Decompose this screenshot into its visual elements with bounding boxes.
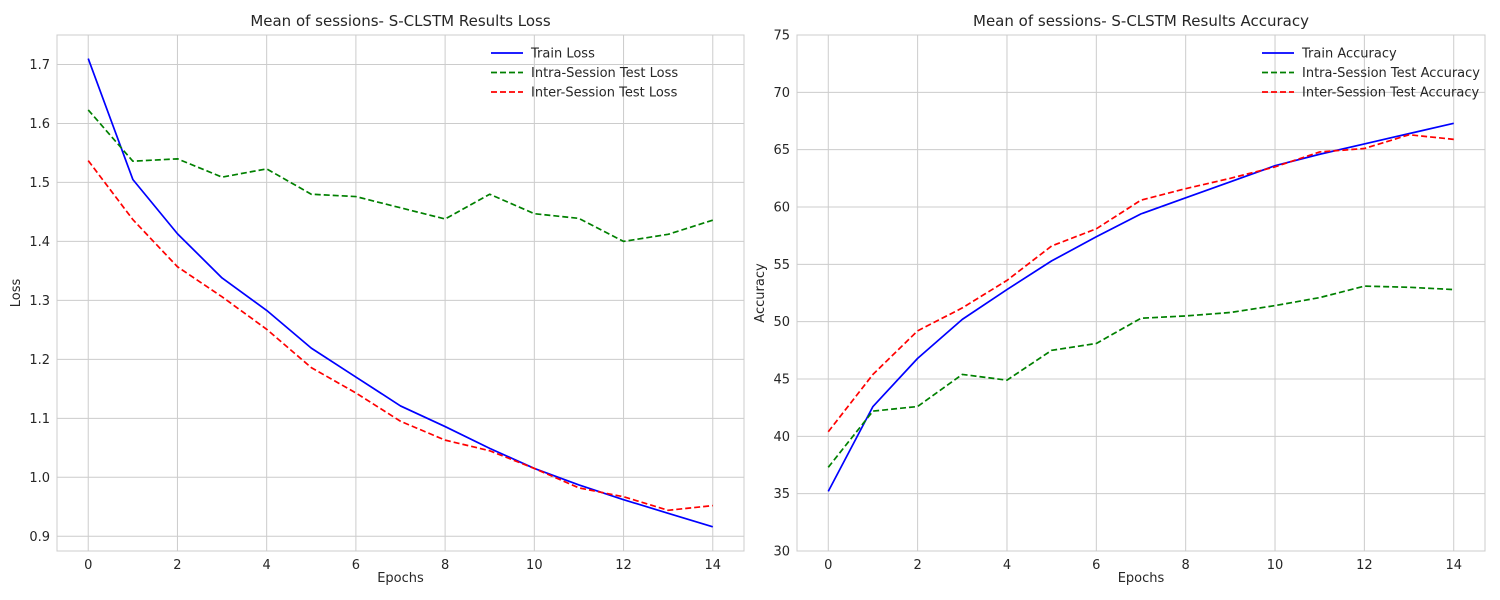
legend: Train Loss Intra-Session Test Loss Inter-S… (491, 47, 678, 101)
y-tick-label: 65 (773, 143, 790, 158)
series-line-1 (827, 122, 1454, 492)
chart-panel-1: 0 2 4 6 8 10 12 14 0.9 1.0 1.1 1.2 1.3 1.4 1.5 1.6 1.7 Me… (9, 12, 745, 586)
legend-label: Intra-Session Test Accuracy (1302, 66, 1480, 81)
y-tick-label: 45 (773, 373, 790, 388)
y-tick-label: 1.1 (29, 412, 50, 427)
x-axis-label: Epochs (1118, 571, 1165, 586)
x-tick-label: 0 (84, 558, 92, 573)
x-tick-label: 6 (1092, 558, 1100, 573)
y-tick-label: 1.3 (29, 294, 50, 309)
chart-panel-2: 0 2 4 6 8 10 12 14 30 35 40 45 50 55 60 65 70 75 Mean of s… (753, 12, 1486, 586)
x-tick-label: 12 (1356, 558, 1373, 573)
x-tick-label: 14 (704, 558, 721, 573)
x-axis-label: Epochs (377, 571, 424, 586)
series-line-3 (87, 160, 713, 512)
x-tick-label: 4 (1003, 558, 1011, 573)
x-tick-label: 14 (1445, 558, 1462, 573)
y-tick-label: 0.9 (29, 530, 50, 545)
y-tick-label: 30 (773, 545, 790, 560)
legend-label: Train Accuracy (1301, 47, 1397, 62)
y-tick-label: 1.5 (29, 176, 50, 191)
y-tick-label: 75 (773, 29, 790, 44)
plot-frame (56, 34, 745, 552)
series-line-2 (87, 109, 714, 243)
x-tick-label: 8 (441, 558, 449, 573)
plot-frame (796, 34, 1486, 552)
x-tick-label: 4 (263, 558, 271, 573)
y-tick-label: 1.2 (29, 353, 50, 368)
x-tick-label: 2 (913, 558, 921, 573)
chart-title: Mean of sessions- S-CLSTM Results Loss (250, 12, 551, 30)
y-tick-label: 1.0 (29, 471, 50, 486)
x-tick-label: 2 (173, 558, 181, 573)
y-tick-label: 1.6 (29, 117, 50, 132)
y-axis-label: Accuracy (753, 263, 768, 323)
chart-title: Mean of sessions- S-CLSTM Results Accura… (973, 12, 1309, 30)
legend-label: Intra-Session Test Loss (531, 66, 678, 81)
legend-label: Inter-Session Test Loss (531, 86, 678, 101)
y-tick-label: 1.4 (29, 235, 50, 250)
y-tick-label: 50 (773, 315, 790, 330)
x-tick-label: 6 (352, 558, 360, 573)
legend-label: Train Loss (530, 47, 595, 62)
series-line-3 (827, 133, 1454, 433)
legend-label: Inter-Session Test Accuracy (1302, 86, 1479, 101)
x-tick-label: 0 (824, 558, 832, 573)
x-tick-label: 12 (615, 558, 632, 573)
x-tick-label: 8 (1182, 558, 1190, 573)
legend: Train Accuracy Intra-Session Test Accurac… (1262, 47, 1480, 101)
y-tick-label: 70 (773, 86, 790, 101)
series-line-2 (827, 285, 1454, 468)
y-axis-label: Loss (9, 279, 24, 308)
x-tick-label: 10 (526, 558, 543, 573)
y-tick-label: 55 (773, 258, 790, 273)
y-tick-label: 60 (773, 201, 790, 216)
x-tick-label: 10 (1267, 558, 1284, 573)
y-tick-label: 1.7 (29, 58, 50, 73)
series-line-1 (87, 58, 714, 528)
y-tick-label: 40 (773, 430, 790, 445)
y-tick-label: 35 (773, 487, 790, 502)
